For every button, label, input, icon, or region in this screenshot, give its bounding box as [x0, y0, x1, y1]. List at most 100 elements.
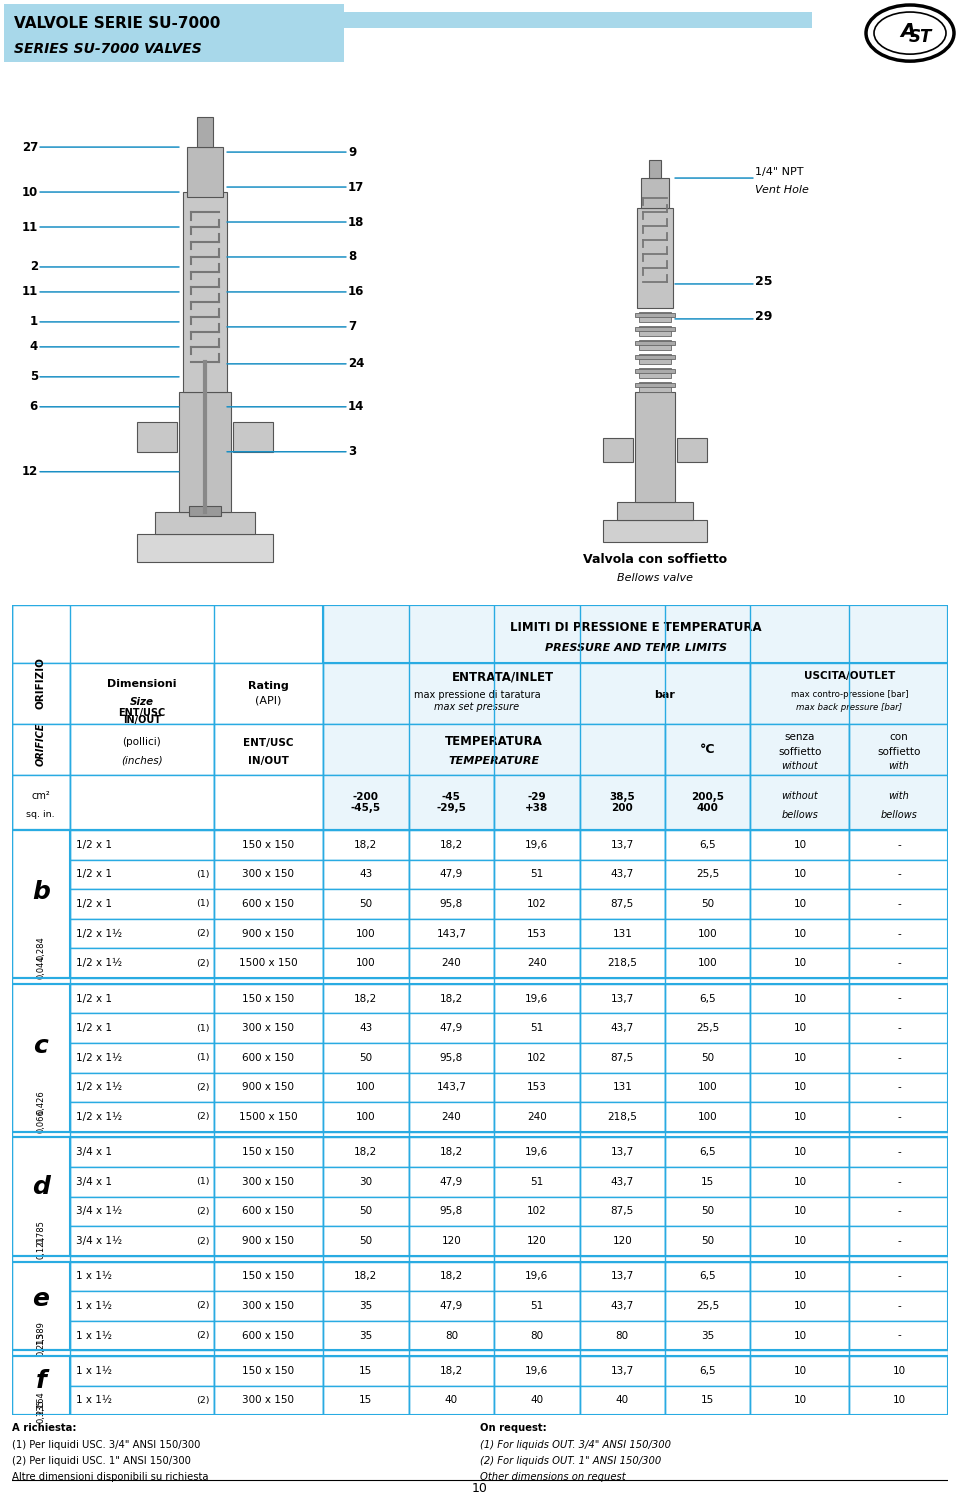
- Bar: [580, 1072, 665, 1102]
- Bar: [12, 605, 324, 663]
- Text: 10: 10: [893, 1396, 905, 1405]
- Text: (1) For liquids OUT. 3/4" ANSI 150/300: (1) For liquids OUT. 3/4" ANSI 150/300: [480, 1439, 671, 1450]
- Text: 17: 17: [348, 180, 364, 194]
- Text: 80: 80: [530, 1331, 543, 1340]
- Bar: [409, 984, 494, 1014]
- Text: (2): (2): [197, 1113, 210, 1122]
- Text: 900 x 150: 900 x 150: [243, 1083, 295, 1092]
- Bar: [751, 889, 850, 919]
- Text: 6,5: 6,5: [700, 839, 716, 850]
- Text: 18,2: 18,2: [440, 1148, 463, 1157]
- Bar: [189, 505, 221, 516]
- Text: with: with: [889, 791, 909, 800]
- Text: IN/OUT: IN/OUT: [248, 755, 289, 766]
- Bar: [324, 860, 409, 889]
- Bar: [665, 1321, 751, 1351]
- Bar: [751, 1197, 850, 1226]
- Bar: [665, 1290, 751, 1321]
- Text: -: -: [897, 1148, 900, 1157]
- Bar: [751, 723, 850, 775]
- Bar: [665, 1014, 751, 1042]
- Text: 10: 10: [793, 1271, 806, 1281]
- Bar: [70, 723, 214, 775]
- Text: 12: 12: [22, 465, 38, 478]
- Text: SERIES SU-7000 VALVES: SERIES SU-7000 VALVES: [14, 42, 202, 56]
- Bar: [580, 1014, 665, 1042]
- Bar: [850, 1014, 948, 1042]
- Text: 40: 40: [530, 1396, 543, 1405]
- Bar: [665, 1167, 751, 1197]
- Text: 15: 15: [359, 1396, 372, 1405]
- Bar: [850, 830, 948, 860]
- Bar: [12, 830, 70, 978]
- Bar: [617, 502, 693, 520]
- Text: (inches): (inches): [121, 755, 162, 766]
- Bar: [665, 1102, 751, 1131]
- Text: -200
-45,5: -200 -45,5: [350, 791, 381, 814]
- Text: (2) For liquids OUT. 1" ANSI 150/300: (2) For liquids OUT. 1" ANSI 150/300: [480, 1456, 661, 1466]
- Text: 95,8: 95,8: [440, 1053, 463, 1063]
- Bar: [12, 1262, 948, 1351]
- Bar: [751, 663, 948, 723]
- Text: sq. in.: sq. in.: [26, 811, 55, 820]
- Bar: [580, 860, 665, 889]
- Bar: [751, 949, 850, 978]
- Bar: [70, 775, 214, 830]
- Text: 0,335: 0,335: [36, 1399, 45, 1423]
- Text: -: -: [897, 1271, 900, 1281]
- Bar: [324, 984, 409, 1014]
- Text: 13,7: 13,7: [611, 994, 634, 1003]
- Text: 0,284: 0,284: [36, 937, 45, 960]
- Text: 600 x 150: 600 x 150: [243, 1206, 295, 1217]
- Bar: [665, 1197, 751, 1226]
- Text: 150 x 150: 150 x 150: [242, 839, 295, 850]
- Text: (1) Per liquidi USC. 3/4" ANSI 150/300: (1) Per liquidi USC. 3/4" ANSI 150/300: [12, 1439, 200, 1450]
- Bar: [635, 313, 675, 317]
- Bar: [494, 1262, 580, 1290]
- Text: 43,7: 43,7: [611, 1301, 634, 1311]
- Bar: [70, 1167, 214, 1197]
- Bar: [494, 1385, 580, 1415]
- Text: ENT/USC: ENT/USC: [243, 738, 294, 747]
- Text: 6,5: 6,5: [700, 1148, 716, 1157]
- Text: 1/2 x 1: 1/2 x 1: [76, 1023, 111, 1033]
- Bar: [155, 511, 255, 534]
- Bar: [324, 1385, 409, 1415]
- Text: (2): (2): [197, 958, 210, 967]
- Bar: [344, 29, 812, 44]
- Text: 10: 10: [793, 1148, 806, 1157]
- Text: 10: 10: [793, 1083, 806, 1092]
- Bar: [580, 1167, 665, 1197]
- Bar: [665, 1357, 751, 1385]
- Text: 150 x 150: 150 x 150: [242, 994, 295, 1003]
- Text: bellows: bellows: [781, 809, 819, 820]
- Bar: [70, 1137, 214, 1167]
- Bar: [70, 889, 214, 919]
- Text: 100: 100: [356, 928, 375, 938]
- Text: 6,5: 6,5: [700, 994, 716, 1003]
- Bar: [494, 889, 580, 919]
- Bar: [324, 830, 409, 860]
- Text: 11: 11: [22, 221, 38, 233]
- Text: soffietto: soffietto: [779, 747, 822, 757]
- Text: -: -: [897, 958, 900, 969]
- Text: 102: 102: [527, 1053, 546, 1063]
- Bar: [409, 889, 494, 919]
- Text: -: -: [897, 928, 900, 938]
- Bar: [214, 889, 324, 919]
- Bar: [850, 1290, 948, 1321]
- Text: 19,6: 19,6: [525, 1148, 548, 1157]
- Text: 1500 x 150: 1500 x 150: [239, 1111, 298, 1122]
- Bar: [324, 919, 409, 949]
- Bar: [603, 438, 633, 462]
- Text: soffietto: soffietto: [877, 747, 921, 757]
- Text: 1/2 x 1: 1/2 x 1: [76, 869, 111, 880]
- Text: (pollici): (pollici): [123, 737, 161, 747]
- Text: 50: 50: [359, 899, 372, 908]
- Text: 300 x 150: 300 x 150: [243, 1301, 295, 1311]
- Text: Dimensioni: Dimensioni: [108, 680, 177, 689]
- Text: (2) Per liquidi USC. 1" ANSI 150/300: (2) Per liquidi USC. 1" ANSI 150/300: [12, 1456, 190, 1466]
- Bar: [12, 1262, 70, 1351]
- Bar: [70, 1321, 214, 1351]
- Text: 18,2: 18,2: [354, 994, 377, 1003]
